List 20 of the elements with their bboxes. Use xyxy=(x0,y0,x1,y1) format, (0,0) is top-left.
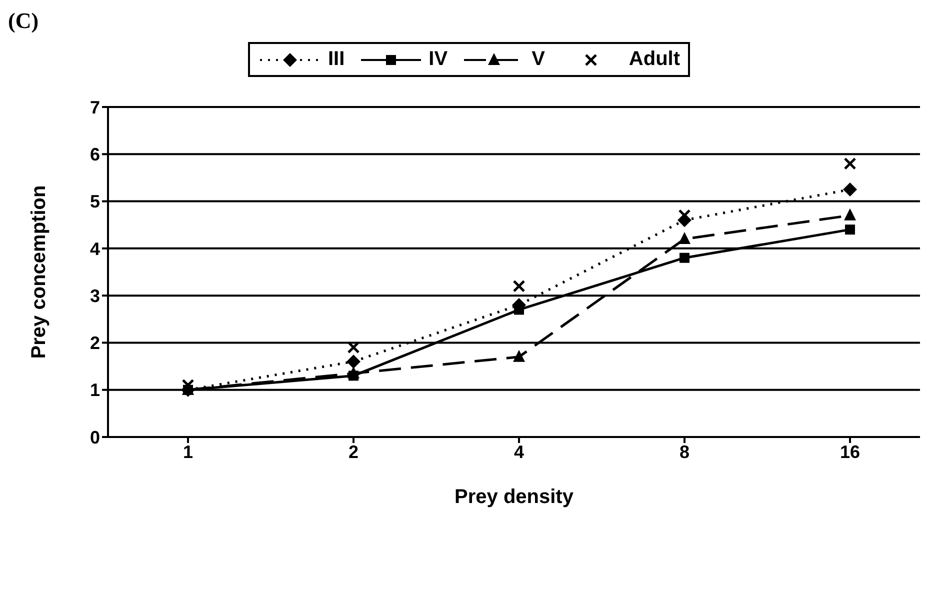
legend-label: Adult xyxy=(628,48,680,71)
x-tick-label: 2 xyxy=(348,442,359,462)
legend-label: III xyxy=(328,48,345,71)
y-tick-label: 6 xyxy=(90,144,100,165)
x-axis-title: Prey density xyxy=(454,486,574,508)
y-axis-title: Prey concemption xyxy=(28,185,50,359)
y-tick-label: 7 xyxy=(90,97,100,118)
y-tick-label: 1 xyxy=(90,380,100,400)
x-tick-label: 16 xyxy=(840,442,860,462)
y-tick-label: 2 xyxy=(90,333,100,354)
y-tick-label: 5 xyxy=(90,192,100,212)
legend-label: IV xyxy=(428,48,448,71)
chart-title: (C) xyxy=(8,8,40,35)
x-tick-label: 8 xyxy=(679,442,690,462)
y-tick-label: 3 xyxy=(90,286,100,306)
x-tick-label: 1 xyxy=(182,442,194,462)
legend-label: V xyxy=(532,48,545,71)
y-tick-label: 0 xyxy=(90,427,100,448)
x-tick-label: 4 xyxy=(514,442,524,462)
y-tick-label: 4 xyxy=(90,238,100,259)
